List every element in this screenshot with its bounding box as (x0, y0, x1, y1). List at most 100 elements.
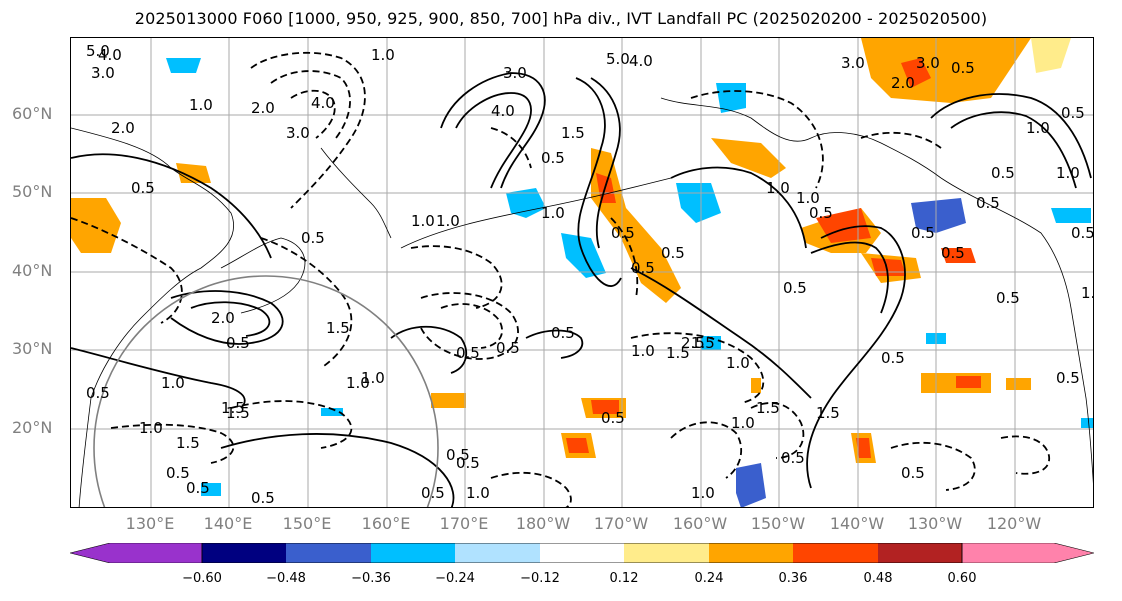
lon-label-170w: 170°W (593, 514, 649, 533)
shade-orange-a (711, 138, 786, 178)
contour-label: 5.0 (86, 42, 110, 60)
map-title: 2025013000 F060 [1000, 950, 925, 900, 85… (134, 9, 988, 28)
colorbar-over-arrow (961, 542, 1095, 564)
contour-solid-14 (630, 267, 812, 399)
contour-solid-4 (590, 77, 621, 249)
shade-s-red-1 (566, 438, 589, 453)
graticule (71, 38, 1093, 507)
contour-label: 4.0 (629, 52, 653, 70)
contour-label: 1.0 (691, 484, 715, 502)
colorbar-segment (371, 543, 455, 563)
contour-label: 0.5 (661, 244, 685, 262)
lat-label-50n: 50°N (12, 182, 53, 201)
contour-label: 1.0 (766, 179, 790, 197)
contour-label: 4.0 (311, 94, 335, 112)
lon-label-130w: 130°W (907, 514, 963, 533)
contour-label: 0.5 (783, 279, 807, 297)
lon-label-180w: 180°W (515, 514, 571, 533)
colorbar-tick: −0.48 (266, 571, 306, 586)
contour-label: 3.0 (286, 124, 310, 142)
contour-solid-2 (455, 92, 532, 189)
contour-label: 0.5 (901, 464, 925, 482)
contour-dash-16 (490, 127, 532, 169)
contour-label: 1.0 (371, 46, 395, 64)
contour-dash-5 (260, 237, 353, 369)
contour-solid-16 (390, 325, 468, 374)
contour-label: 0.5 (496, 339, 520, 357)
contour-label: 0.5 (809, 204, 833, 222)
contour-dash-20 (670, 421, 743, 479)
contour-label: 1.0 (726, 354, 750, 372)
contour-label: 0.5 (601, 409, 625, 427)
contour-label: 0.5 (301, 229, 325, 247)
contour-dash-8 (440, 303, 503, 349)
contour-dash-6 (410, 245, 503, 309)
shade-central-red (596, 173, 616, 203)
contour-label: 0.5 (131, 179, 155, 197)
contour-solid-17 (525, 329, 584, 359)
contour-dash-9 (690, 90, 824, 189)
contour-label: 1.0 (796, 189, 820, 207)
contour-label: 0.5 (911, 224, 935, 242)
contour-label: 0.5 (996, 289, 1020, 307)
contour-dash-11 (230, 400, 353, 449)
shade-s-orange-6 (1006, 378, 1031, 390)
contour-label: 1.0 (1056, 164, 1080, 182)
contour-label: 0.5 (86, 384, 110, 402)
contour-solid-12 (71, 347, 246, 409)
contour-label: 3.0 (916, 54, 940, 72)
contour-label: 1.0 (631, 342, 655, 360)
shade-s-blue-4 (321, 408, 343, 416)
contour-label: 1.0 (731, 414, 755, 432)
contour-label: 1.0 (361, 369, 385, 387)
colorbar-segment (709, 543, 793, 563)
contour-label: 1.5 (691, 334, 715, 352)
map-panel: 5.0 4.0 3.0 2.0 1.0 1.0 4.0 3.0 2.0 3.0 … (70, 37, 1094, 508)
contour-label: 0.5 (251, 489, 275, 507)
lat-label-60n: 60°N (12, 104, 53, 123)
contour-label: 0.5 (166, 464, 190, 482)
shade-s-blue-3 (201, 483, 221, 496)
shade-ne-red (901, 58, 931, 88)
contour-label: 1.5 (561, 124, 585, 142)
contour-label-group: 5.0 4.0 3.0 2.0 1.0 1.0 4.0 3.0 2.0 3.0 … (86, 42, 1093, 507)
contour-label: 1.0 (139, 419, 163, 437)
colorbar-tick: −0.60 (182, 571, 222, 586)
lon-label-140w: 140°W (829, 514, 885, 533)
shade-w-orange (71, 198, 121, 253)
contour-label: 0.5 (186, 479, 210, 497)
contour-label: 1.0 (1026, 119, 1050, 137)
shade-s-red-2 (591, 400, 619, 414)
contour-label: 4.0 (98, 46, 122, 64)
colorbar-tick: 0.12 (609, 571, 639, 586)
contour-label: 0.5 (631, 259, 655, 277)
lon-label-120w: 120°W (986, 514, 1042, 533)
map-canvas: 5.0 4.0 3.0 2.0 1.0 1.0 4.0 3.0 2.0 3.0 … (71, 38, 1093, 507)
colorbar-segment (286, 543, 371, 563)
coast-namerica (940, 177, 1093, 484)
contour-label: 0.5 (781, 449, 805, 467)
contour-label: 0.5 (1061, 104, 1085, 122)
colorbar-segment (455, 543, 540, 563)
colorbar-tick: −0.24 (435, 571, 475, 586)
contour-solid-6 (810, 241, 889, 314)
contour-dash-17 (1000, 435, 1050, 475)
colorbar-tick: 0.48 (863, 571, 893, 586)
coast-kamchatka (320, 147, 392, 239)
contour-label: 0.5 (226, 334, 250, 352)
contour-label: 0.5 (941, 244, 965, 262)
contour-dash-2 (270, 70, 351, 139)
lon-label-160e: 160°E (361, 514, 411, 533)
contour-solid-1 (440, 72, 546, 189)
shade-blue-5 (166, 58, 201, 73)
contour-solid-11 (190, 301, 271, 337)
contour-dash-13 (750, 402, 805, 459)
shade-ne-blue2 (1051, 208, 1091, 223)
colorbar-tick: 0.60 (947, 571, 977, 586)
contour-label: 0.5 (541, 149, 565, 167)
shade-blue-1 (506, 188, 546, 218)
colorbar-under-arrow (69, 542, 203, 564)
contour-label: 0.5 (446, 446, 470, 464)
contour-dash-4 (71, 217, 183, 324)
colorbar-tick: −0.36 (351, 571, 391, 586)
